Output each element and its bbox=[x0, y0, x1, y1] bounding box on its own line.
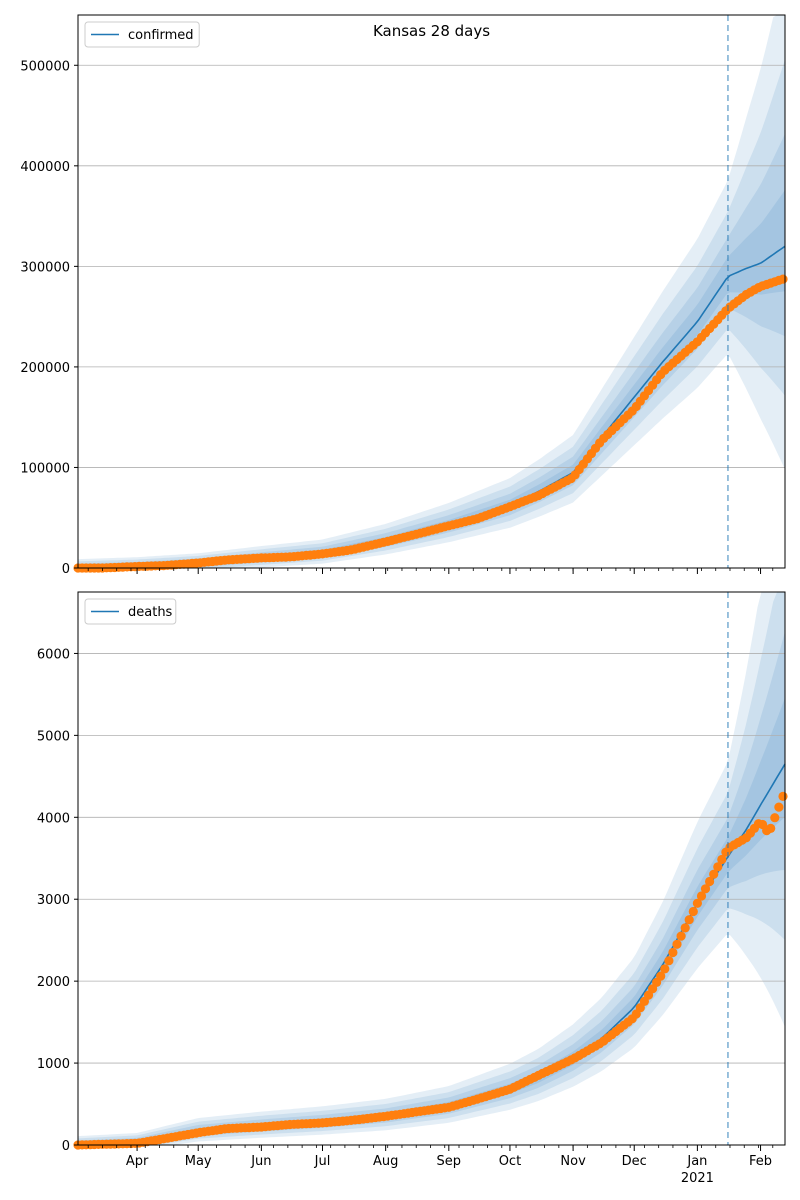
x-tick-year-label: 2021 bbox=[681, 1171, 714, 1186]
deaths-x-ticks: Apr May Jun Jul Aug Sep Oct Nov Dec Jan 2021 Feb bbox=[87, 1145, 774, 1186]
observed-point bbox=[774, 802, 784, 812]
y-tick-label: 100000 bbox=[20, 461, 70, 476]
y-tick-label: 500000 bbox=[20, 59, 70, 74]
y-tick-label: 0 bbox=[62, 1139, 70, 1154]
confirmed-chart-title: Kansas 28 days bbox=[373, 22, 490, 40]
deaths-axes-frame bbox=[77, 591, 786, 1146]
uncertainty-band bbox=[78, 592, 785, 1145]
y-tick-label: 4000 bbox=[37, 811, 70, 826]
observed-point bbox=[778, 274, 788, 284]
confirmed-legend-box bbox=[84, 21, 200, 48]
y-tick-label: 2000 bbox=[37, 975, 70, 990]
observed-point bbox=[672, 939, 682, 949]
observed-point bbox=[664, 956, 674, 966]
deaths-legend-label: deaths bbox=[128, 605, 173, 620]
observed-point bbox=[688, 906, 698, 917]
y-tick-label: 1000 bbox=[37, 1057, 70, 1072]
confirmed-legend: confirmed bbox=[84, 21, 200, 48]
observed-point bbox=[717, 854, 727, 865]
confirmed-legend-label: confirmed bbox=[128, 28, 194, 43]
y-tick-label: 300000 bbox=[20, 260, 70, 275]
uncertainty-band bbox=[78, 631, 785, 1145]
y-tick-label: 0 bbox=[62, 562, 70, 577]
observed-point bbox=[713, 862, 723, 872]
observed-point bbox=[680, 923, 690, 933]
observed-point bbox=[656, 971, 666, 981]
observed-point bbox=[766, 823, 776, 834]
confirmed-chart-panel: 0 100000 200000 300000 400000 500000 Kansas 2… bbox=[20, 14, 788, 577]
x-tick-label: Aug bbox=[373, 1154, 398, 1169]
y-tick-label: 3000 bbox=[37, 893, 70, 908]
deaths-legend: deaths bbox=[84, 598, 177, 625]
uncertainty-band bbox=[78, 592, 785, 1145]
observed-point bbox=[700, 884, 711, 894]
x-tick-label: Oct bbox=[499, 1154, 521, 1169]
observed-point bbox=[696, 891, 707, 901]
x-tick-label: Feb bbox=[749, 1154, 772, 1169]
x-tick-label: Jan bbox=[686, 1154, 707, 1169]
deaths-legend-box bbox=[84, 598, 177, 625]
confirmed-x-ticks bbox=[87, 568, 774, 574]
uncertainty-band bbox=[78, 190, 785, 568]
uncertainty-band bbox=[78, 59, 785, 569]
observed-point bbox=[684, 915, 694, 925]
observed-point bbox=[705, 876, 715, 887]
y-tick-label: 5000 bbox=[37, 729, 70, 744]
observed-point bbox=[778, 791, 788, 802]
observed-point bbox=[770, 813, 780, 823]
confirmed-axes-frame bbox=[77, 14, 786, 569]
x-tick-label: Dec bbox=[622, 1154, 647, 1169]
confirmed-series bbox=[73, 245, 788, 573]
deaths-gridlines bbox=[78, 653, 785, 1064]
confirmed-y-ticks: 0 100000 200000 300000 400000 500000 bbox=[20, 59, 78, 577]
x-tick-label: Sep bbox=[437, 1154, 462, 1169]
x-tick-label: May bbox=[185, 1154, 212, 1169]
observed-point bbox=[660, 964, 670, 974]
y-tick-label: 400000 bbox=[20, 160, 70, 175]
deaths-y-ticks: 0 1000 2000 3000 4000 5000 6000 bbox=[37, 647, 78, 1154]
deaths-series bbox=[73, 763, 788, 1150]
observed-point bbox=[676, 931, 686, 941]
x-tick-label: Jun bbox=[250, 1154, 271, 1169]
y-tick-label: 6000 bbox=[37, 647, 70, 662]
y-tick-label: 200000 bbox=[20, 361, 70, 376]
x-tick-label: Apr bbox=[126, 1154, 149, 1169]
observed-point bbox=[709, 869, 719, 879]
x-tick-label: Nov bbox=[560, 1154, 586, 1169]
observed-point bbox=[692, 898, 703, 908]
deaths-chart-panel: 0 1000 2000 3000 4000 5000 6000 Apr May Jun Jul Au… bbox=[37, 591, 788, 1186]
observed-point bbox=[668, 947, 678, 958]
x-tick-label: Jul bbox=[314, 1154, 331, 1169]
